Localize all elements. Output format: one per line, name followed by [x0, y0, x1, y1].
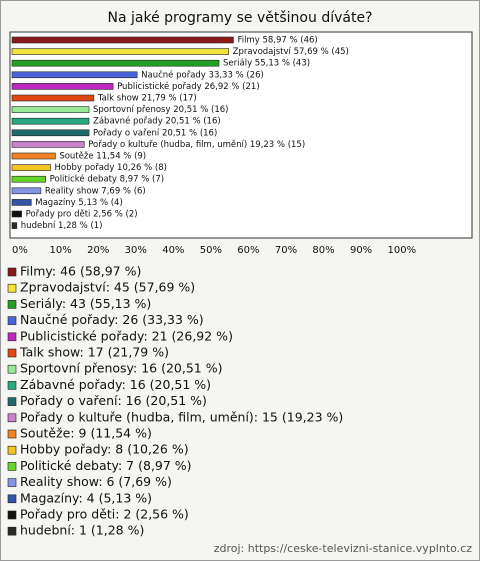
value-label: Pořady pro děti 2,56 % (2): [26, 210, 138, 220]
value-label: Seriály 55,13 % (43): [223, 59, 310, 69]
legend-marker: [7, 381, 17, 390]
bar: [11, 175, 46, 183]
legend-marker: [7, 364, 17, 374]
legend-label: Magazíny: 4 (5,13 %): [20, 490, 152, 505]
legend-marker: [7, 478, 17, 487]
legend-marker: [7, 413, 17, 423]
legend-marker: [7, 510, 17, 520]
bar: [11, 141, 85, 148]
x-tick-label: 40%: [162, 245, 184, 256]
x-tick-label: 100%: [388, 245, 417, 256]
x-tick-label: 80%: [312, 245, 334, 256]
value-label: Soutěže 11,54 % (9): [59, 152, 146, 162]
bar: [11, 106, 90, 113]
x-tick-label: 10%: [50, 245, 72, 256]
legend-label: Hobby pořady: 8 (10,26 %): [20, 442, 189, 457]
source: zdroj: https://ceske-televizni-stanice.v…: [214, 542, 473, 555]
legend-marker: [7, 462, 17, 471]
legend-label: Politické debaty: 7 (8,97 %): [20, 458, 192, 473]
value-label: Pořady o vaření 20,51 % (16): [93, 128, 217, 138]
bar: [11, 222, 18, 229]
x-tick-label: 50%: [200, 245, 222, 256]
bar: [11, 83, 114, 90]
bar: [11, 59, 220, 67]
bar: [11, 129, 90, 137]
chart-title: Na jaké programy se většinou díváte?: [107, 10, 372, 26]
legend-label: Naučné pořady: 26 (33,33 %): [20, 312, 204, 327]
value-label: Zpravodajství 57,69 % (45): [233, 47, 349, 57]
bar: [11, 117, 90, 125]
bar: [11, 164, 51, 171]
legend-marker: [7, 494, 17, 504]
bar: [11, 36, 234, 44]
value-label: Naučné pořady 33,33 % (26): [141, 69, 264, 80]
bar: [11, 71, 138, 79]
legend-marker: [7, 348, 17, 358]
legend-label: hudební: 1 (1,28 %): [20, 523, 144, 538]
bar: [11, 187, 42, 195]
value-label: Sportovní přenosy 20,51 % (16): [93, 105, 228, 115]
value-label: Talk show 21,79 % (17): [97, 94, 197, 104]
x-tick-label: 30%: [125, 245, 147, 256]
value-label: Filmy 58,97 % (46): [237, 36, 317, 46]
bar: [11, 48, 229, 55]
bar: [11, 94, 95, 102]
value-label: Pořady o kultuře (hudba, film, umění) 19…: [88, 140, 305, 150]
legend-marker: [7, 300, 17, 309]
legend-marker: [7, 397, 17, 406]
value-label: Publicistické pořady 26,92 % (21): [117, 81, 260, 92]
value-label: Politické debaty 8,97 % (7): [50, 174, 164, 185]
legend-label: Zábavné pořady: 16 (20,51 %): [20, 377, 211, 392]
bar: [11, 210, 22, 218]
legend-marker: [7, 526, 17, 536]
legend-label: Filmy: 46 (58,97 %): [20, 264, 141, 279]
legend-label: Seriály: 43 (55,13 %): [20, 296, 151, 311]
legend-label: Reality show: 6 (7,69 %): [20, 474, 172, 489]
legend-label: Pořady pro děti: 2 (2,56 %): [20, 507, 189, 522]
legend-label: Zpravodajství: 45 (57,69 %): [20, 280, 195, 295]
legend-marker: [7, 316, 17, 325]
legend-marker: [7, 283, 17, 293]
x-tick-label: 0%: [12, 245, 28, 256]
legend-label: Sportovní přenosy: 16 (20,51 %): [20, 361, 222, 376]
x-tick-label: 60%: [237, 245, 259, 256]
x-tick-label: 20%: [87, 245, 109, 256]
value-label: hudební 1,28 % (1): [21, 221, 103, 231]
x-tick-label: 90%: [350, 245, 372, 256]
x-tick-label: 70%: [275, 245, 297, 256]
legend-label: Soutěže: 9 (11,54 %): [20, 426, 152, 441]
legend-label: Pořady o vaření: 16 (20,51 %): [20, 393, 207, 408]
value-label: Hobby pořady 10,26 % (8): [55, 163, 167, 173]
legend-marker: [7, 332, 17, 342]
value-label: Zábavné pořady 20,51 % (16): [93, 116, 221, 127]
legend-marker: [7, 429, 17, 439]
bar: [11, 152, 56, 160]
legend-label: Talk show: 17 (21,79 %): [19, 345, 169, 360]
value-label: Magazíny 5,13 % (4): [35, 198, 123, 208]
legend-marker: [7, 445, 17, 455]
legend-marker: [7, 267, 17, 277]
value-label: Reality show 7,69 % (6): [45, 186, 146, 196]
legend-label: Publicistické pořady: 21 (26,92 %): [20, 328, 233, 343]
legend-label: Pořady o kultuře (hudba, film, umění): 1…: [20, 409, 343, 424]
bar: [11, 199, 32, 206]
